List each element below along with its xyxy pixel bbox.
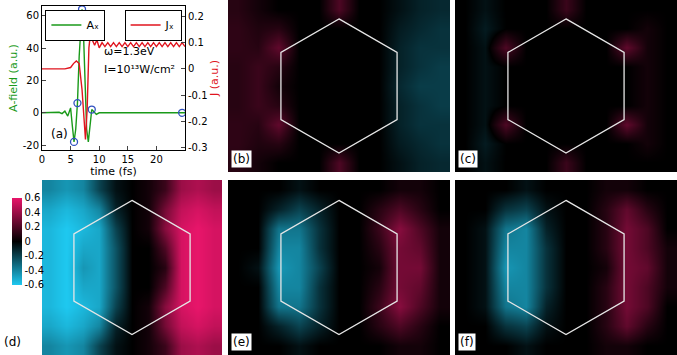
svg-text:-0.2: -0.2 — [188, 116, 208, 127]
svg-text:-0.3: -0.3 — [188, 142, 208, 153]
svg-text:-0.6: -0.6 — [25, 279, 45, 290]
svg-text:A-field (a.u.): A-field (a.u.) — [7, 44, 20, 112]
svg-text:Aₓ: Aₓ — [86, 19, 99, 32]
svg-text:0: 0 — [33, 107, 39, 118]
svg-text:0.1: 0.1 — [188, 37, 204, 48]
svg-text:0.2: 0.2 — [188, 11, 204, 22]
svg-text:(a): (a) — [51, 127, 68, 141]
svg-text:0: 0 — [188, 63, 194, 74]
svg-text:(d): (d) — [4, 335, 21, 349]
svg-text:-0.1: -0.1 — [188, 90, 208, 101]
svg-text:I=10¹³W/cm²: I=10¹³W/cm² — [104, 63, 175, 76]
svg-text:60: 60 — [26, 10, 39, 21]
svg-text:0.2: 0.2 — [25, 221, 41, 232]
svg-text:time (fs): time (fs) — [90, 165, 137, 178]
svg-text:(c): (c) — [460, 152, 476, 166]
svg-text:0: 0 — [39, 154, 45, 165]
svg-text:(b): (b) — [233, 152, 250, 166]
svg-text:40: 40 — [26, 43, 39, 54]
svg-text:ω=1.3eV: ω=1.3eV — [104, 45, 155, 58]
svg-text:5: 5 — [67, 154, 73, 165]
svg-text:(f): (f) — [460, 335, 474, 349]
svg-text:0: 0 — [25, 236, 31, 247]
svg-text:15: 15 — [121, 154, 134, 165]
svg-text:-20: -20 — [23, 140, 39, 151]
svg-text:20: 20 — [150, 154, 163, 165]
svg-text:0.4: 0.4 — [25, 207, 41, 218]
svg-text:0.6: 0.6 — [25, 192, 41, 203]
svg-text:20: 20 — [26, 75, 39, 86]
svg-text:Jₓ: Jₓ — [165, 19, 174, 32]
svg-text:-0.2: -0.2 — [25, 250, 45, 261]
svg-text:J (a.u.): J (a.u.) — [208, 60, 221, 97]
svg-text:10: 10 — [93, 154, 106, 165]
svg-text:(e): (e) — [233, 335, 250, 349]
svg-text:-0.4: -0.4 — [25, 265, 45, 276]
